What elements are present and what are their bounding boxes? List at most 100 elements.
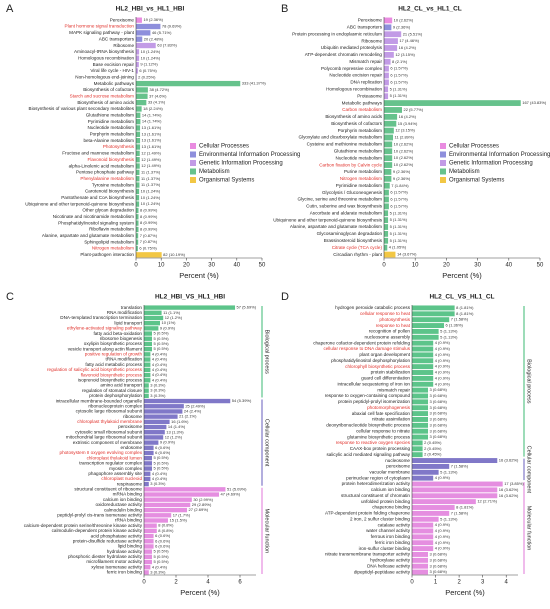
value-label: 3 (0.68%) (430, 417, 448, 422)
value-label: 82 (10.19%) (163, 252, 185, 257)
value-label: 8 (0.8%) (158, 528, 174, 533)
bar (412, 505, 455, 510)
x-tick-label: 1 (434, 580, 438, 586)
value-label: 17 (3.85%) (504, 481, 524, 486)
value-label: 14 (1.74%) (142, 112, 162, 117)
category-label: hydrolase activity (107, 549, 143, 554)
bar (136, 36, 143, 42)
bar (412, 352, 434, 358)
category-label: respirasome (117, 481, 143, 486)
category-label: salicylic acid mediated signaling pathwa… (327, 452, 411, 457)
bar (412, 434, 429, 440)
category-label: beta-Alanine metabolism (83, 138, 134, 143)
bar (136, 176, 140, 182)
value-label: 10 (1.24%) (141, 188, 161, 193)
category-label: Carotenoid biosynthesis (85, 189, 135, 194)
value-label: 4 (0.4%) (152, 362, 168, 367)
value-label: 2 (0.45%) (424, 446, 442, 451)
value-label: 8 (1.81%) (456, 311, 474, 316)
value-label: 6 (1.57%) (390, 197, 408, 202)
category-label: Biosynthesis of amino acids (325, 114, 382, 119)
value-label: 5 (1.31%) (390, 224, 408, 229)
category-label: calcium-dependent protein serine/threoni… (24, 523, 143, 528)
category-label: Metabolic pathways (94, 81, 135, 86)
value-label: 10 (2.62%) (394, 162, 414, 167)
bar (384, 231, 389, 237)
x-tick-label: 10 (412, 263, 419, 269)
bar (144, 320, 160, 326)
value-label: 5 (0.5%) (154, 336, 170, 341)
bar (384, 217, 389, 224)
bar (384, 251, 396, 258)
x-tick-label: 30 (474, 263, 481, 269)
category-label: alpha-Linolenic acid metabolism (69, 163, 135, 168)
bar (136, 125, 141, 131)
legend-label: Organismal Systems (449, 178, 504, 184)
category-label: peptidyl-prolyl cis-trans isomerase acti… (57, 513, 142, 518)
bar (412, 481, 503, 487)
bar (136, 23, 161, 30)
bar (384, 244, 388, 251)
value-label: 4 (0.4%) (152, 377, 168, 382)
category-label: vesicle transport along actin filament (68, 346, 143, 351)
legend-swatch (190, 151, 196, 158)
x-axis-label: Percent (%) (442, 271, 482, 280)
category-label: recognition of pollen (369, 329, 411, 334)
group-label: Cellular component (526, 446, 532, 494)
value-label: 13 (1.61%) (142, 138, 162, 143)
bar (384, 148, 393, 155)
value-label: 4 (0.4%) (152, 476, 168, 481)
x-tick-label: 0 (134, 263, 138, 269)
category-label: regulation of stomatal closure (82, 388, 142, 393)
category-label: Carbon metabolism (342, 107, 382, 112)
bar (144, 544, 154, 549)
category-label: RNA modification (107, 310, 143, 315)
value-label: 78 (9.69%) (162, 24, 182, 29)
bar (384, 86, 389, 93)
value-label: 3 (0.68%) (430, 387, 448, 392)
category-label: Viral life cycle - HIV-1 (90, 68, 134, 73)
value-label: 3 (0.68%) (430, 399, 448, 404)
value-label: 3 (0.68%) (430, 411, 448, 416)
value-label: 15 (3.94%) (398, 121, 418, 126)
bar (412, 499, 476, 505)
category-label: plant organ development (359, 352, 410, 357)
x-tick-label: 0 (382, 263, 386, 269)
bar (136, 30, 151, 36)
value-label: 5 (0.5%) (154, 549, 170, 554)
category-label: chloroplast thylakoid membrane (77, 419, 142, 424)
category-label: perinuclear region of cytoplasm (346, 475, 410, 480)
category-label: Mismatch repair (349, 59, 382, 64)
category-label: Plant-pathogen interaction (80, 252, 134, 257)
value-label: 333 (41.37%) (242, 81, 267, 86)
category-label: Glycosaminoglycan degradation (317, 231, 383, 236)
value-label: 10 (2.62%) (394, 18, 414, 23)
bar (136, 163, 140, 169)
bar (384, 113, 398, 120)
value-label: 47 (4.69%) (221, 492, 241, 497)
bar (144, 424, 167, 430)
bar (144, 404, 184, 409)
panel-letter: B (281, 3, 288, 15)
value-label: 12 (3.15%) (395, 128, 415, 133)
category-label: DNA helicase activity (367, 563, 411, 568)
bar (384, 72, 389, 79)
value-label: 3 (0.3%) (150, 481, 166, 486)
legend-label: Genetic Information Processing (199, 161, 283, 167)
value-label: 3 (0.68%) (430, 563, 448, 568)
category-label: extrinsic component of membrane (73, 440, 143, 445)
bar (144, 331, 152, 336)
value-label: 14 (1.4%) (168, 424, 186, 429)
value-label: 6 (1.57%) (390, 190, 408, 195)
bar (144, 341, 152, 347)
bar (384, 196, 389, 203)
value-label: 6 (0.6%) (155, 450, 171, 455)
value-label: 5 (1.13%) (440, 516, 458, 521)
category-label: Pantothenate and CoA biosynthesis (61, 195, 134, 200)
category-label: acid phosphatase activity (91, 533, 143, 538)
value-label: 5 (0.5%) (154, 554, 170, 559)
value-label: 2 (0.45%) (424, 452, 442, 457)
value-label: 10 (1.24%) (141, 55, 161, 60)
category-label: photomorphogenesis (367, 405, 411, 410)
